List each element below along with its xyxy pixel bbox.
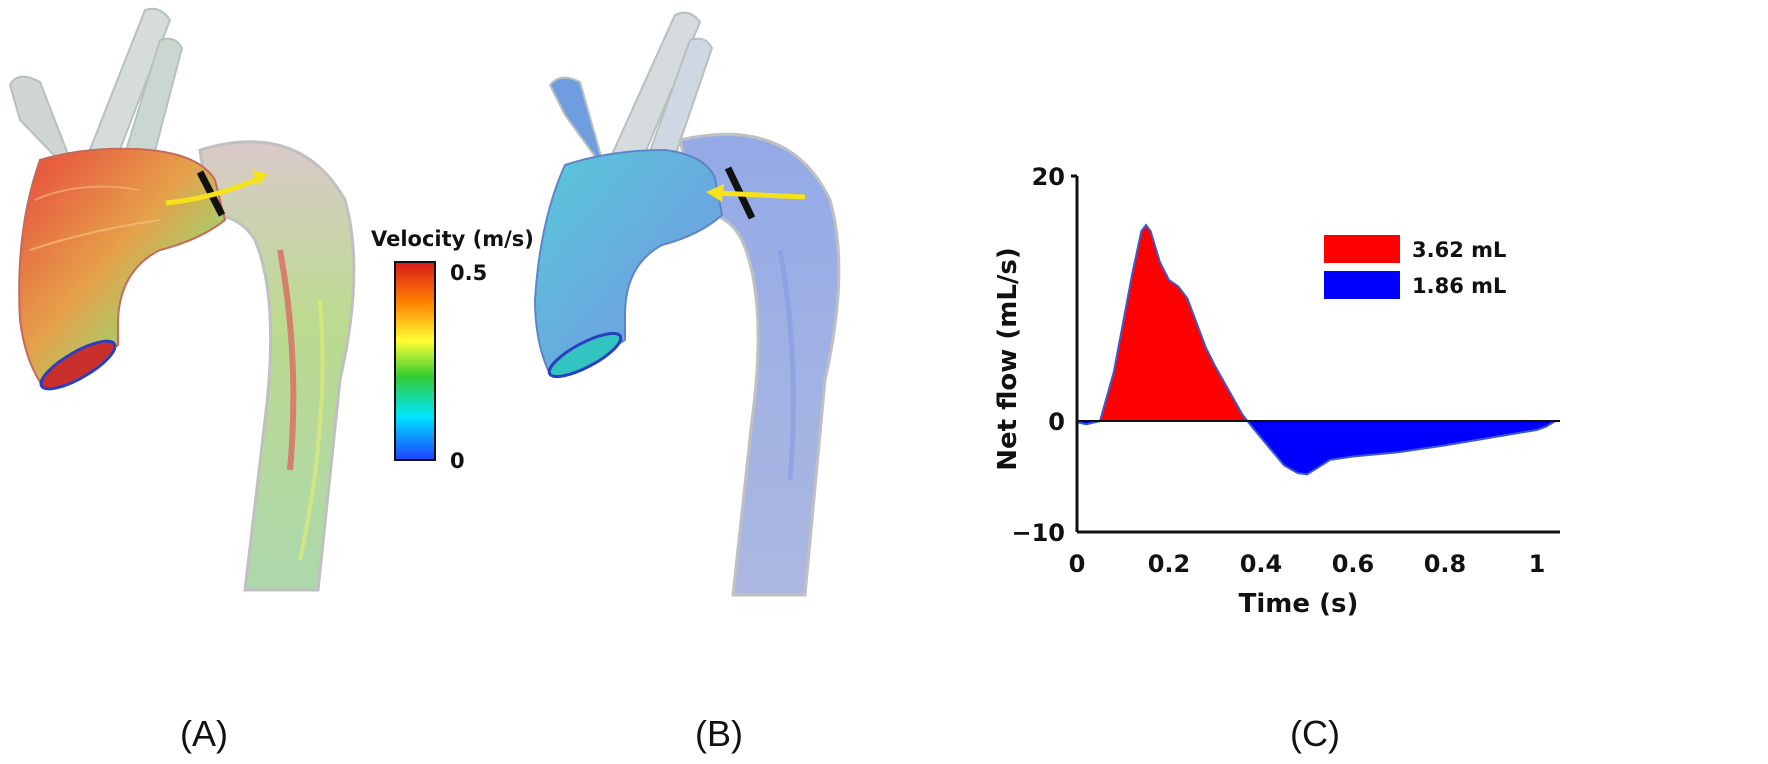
flow-direction-arrow-b bbox=[715, 190, 806, 200]
legend-label: 1.86 mL bbox=[1412, 274, 1506, 298]
chart-area-layer bbox=[1076, 223, 1556, 476]
colorbar-title: Velocity (m/s) bbox=[371, 227, 534, 251]
panel-label-b: (B) bbox=[695, 713, 743, 754]
aorta-b-illustration bbox=[533, 11, 841, 597]
flow-direction-arrow-a bbox=[165, 175, 262, 206]
chart-axes bbox=[1071, 174, 1560, 534]
x-tick-label: 0.4 bbox=[1240, 550, 1283, 578]
net-flow-line bbox=[1076, 223, 1556, 476]
positive-flow-area bbox=[1077, 225, 1556, 421]
x-tick-label: 0.6 bbox=[1332, 550, 1375, 578]
panel-label-c: (C) bbox=[1290, 713, 1340, 754]
colorbar-gradient bbox=[394, 261, 436, 461]
panel-label-a: (A) bbox=[180, 713, 228, 754]
x-axis-title: Time (s) bbox=[1239, 589, 1359, 619]
x-tick-label: 0 bbox=[1069, 550, 1086, 578]
negative-flow-area bbox=[1077, 421, 1556, 475]
x-tick-label: 0.8 bbox=[1424, 550, 1467, 578]
colorbar-max-label: 0.5 bbox=[450, 261, 487, 285]
legend-label: 3.62 mL bbox=[1412, 238, 1506, 262]
chart-legend: 3.62 mL 1.86 mL bbox=[1324, 235, 1506, 299]
y-tick-label: −10 bbox=[1011, 519, 1065, 547]
x-tick-label: 0.2 bbox=[1148, 550, 1191, 578]
legend-swatch bbox=[1324, 235, 1400, 263]
y-axis-title: Net flow (mL/s) bbox=[993, 247, 1023, 470]
y-tick-label: 20 bbox=[1032, 163, 1065, 191]
y-tick-label: 0 bbox=[1048, 408, 1065, 436]
x-tick-label: 1 bbox=[1529, 550, 1546, 578]
aorta-a-illustration bbox=[8, 7, 356, 592]
colorbar-min-label: 0 bbox=[450, 449, 465, 473]
legend-swatch bbox=[1324, 271, 1400, 299]
velocity-colorbar: Velocity (m/s) 0.5 0 bbox=[371, 227, 534, 473]
